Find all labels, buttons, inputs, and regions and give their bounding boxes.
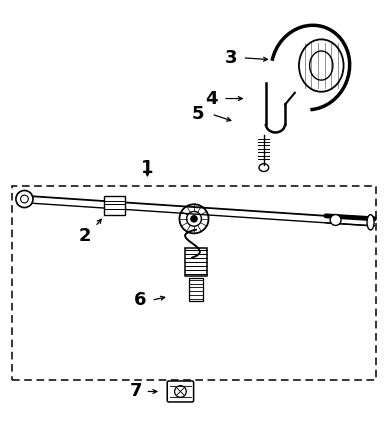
Text: 5: 5	[192, 105, 204, 123]
Bar	[189, 278, 203, 301]
Ellipse shape	[367, 215, 374, 230]
Text: 6: 6	[133, 291, 146, 309]
Bar	[12, 186, 376, 380]
Circle shape	[16, 190, 33, 207]
Text: 4: 4	[205, 89, 218, 107]
Bar	[104, 196, 125, 215]
Circle shape	[191, 216, 197, 222]
Circle shape	[330, 215, 341, 225]
Text: 1: 1	[141, 159, 154, 177]
Text: 7: 7	[130, 383, 142, 400]
Text: 3: 3	[225, 49, 237, 67]
Bar	[185, 248, 207, 276]
FancyBboxPatch shape	[167, 381, 194, 402]
Text: 2: 2	[79, 227, 92, 245]
